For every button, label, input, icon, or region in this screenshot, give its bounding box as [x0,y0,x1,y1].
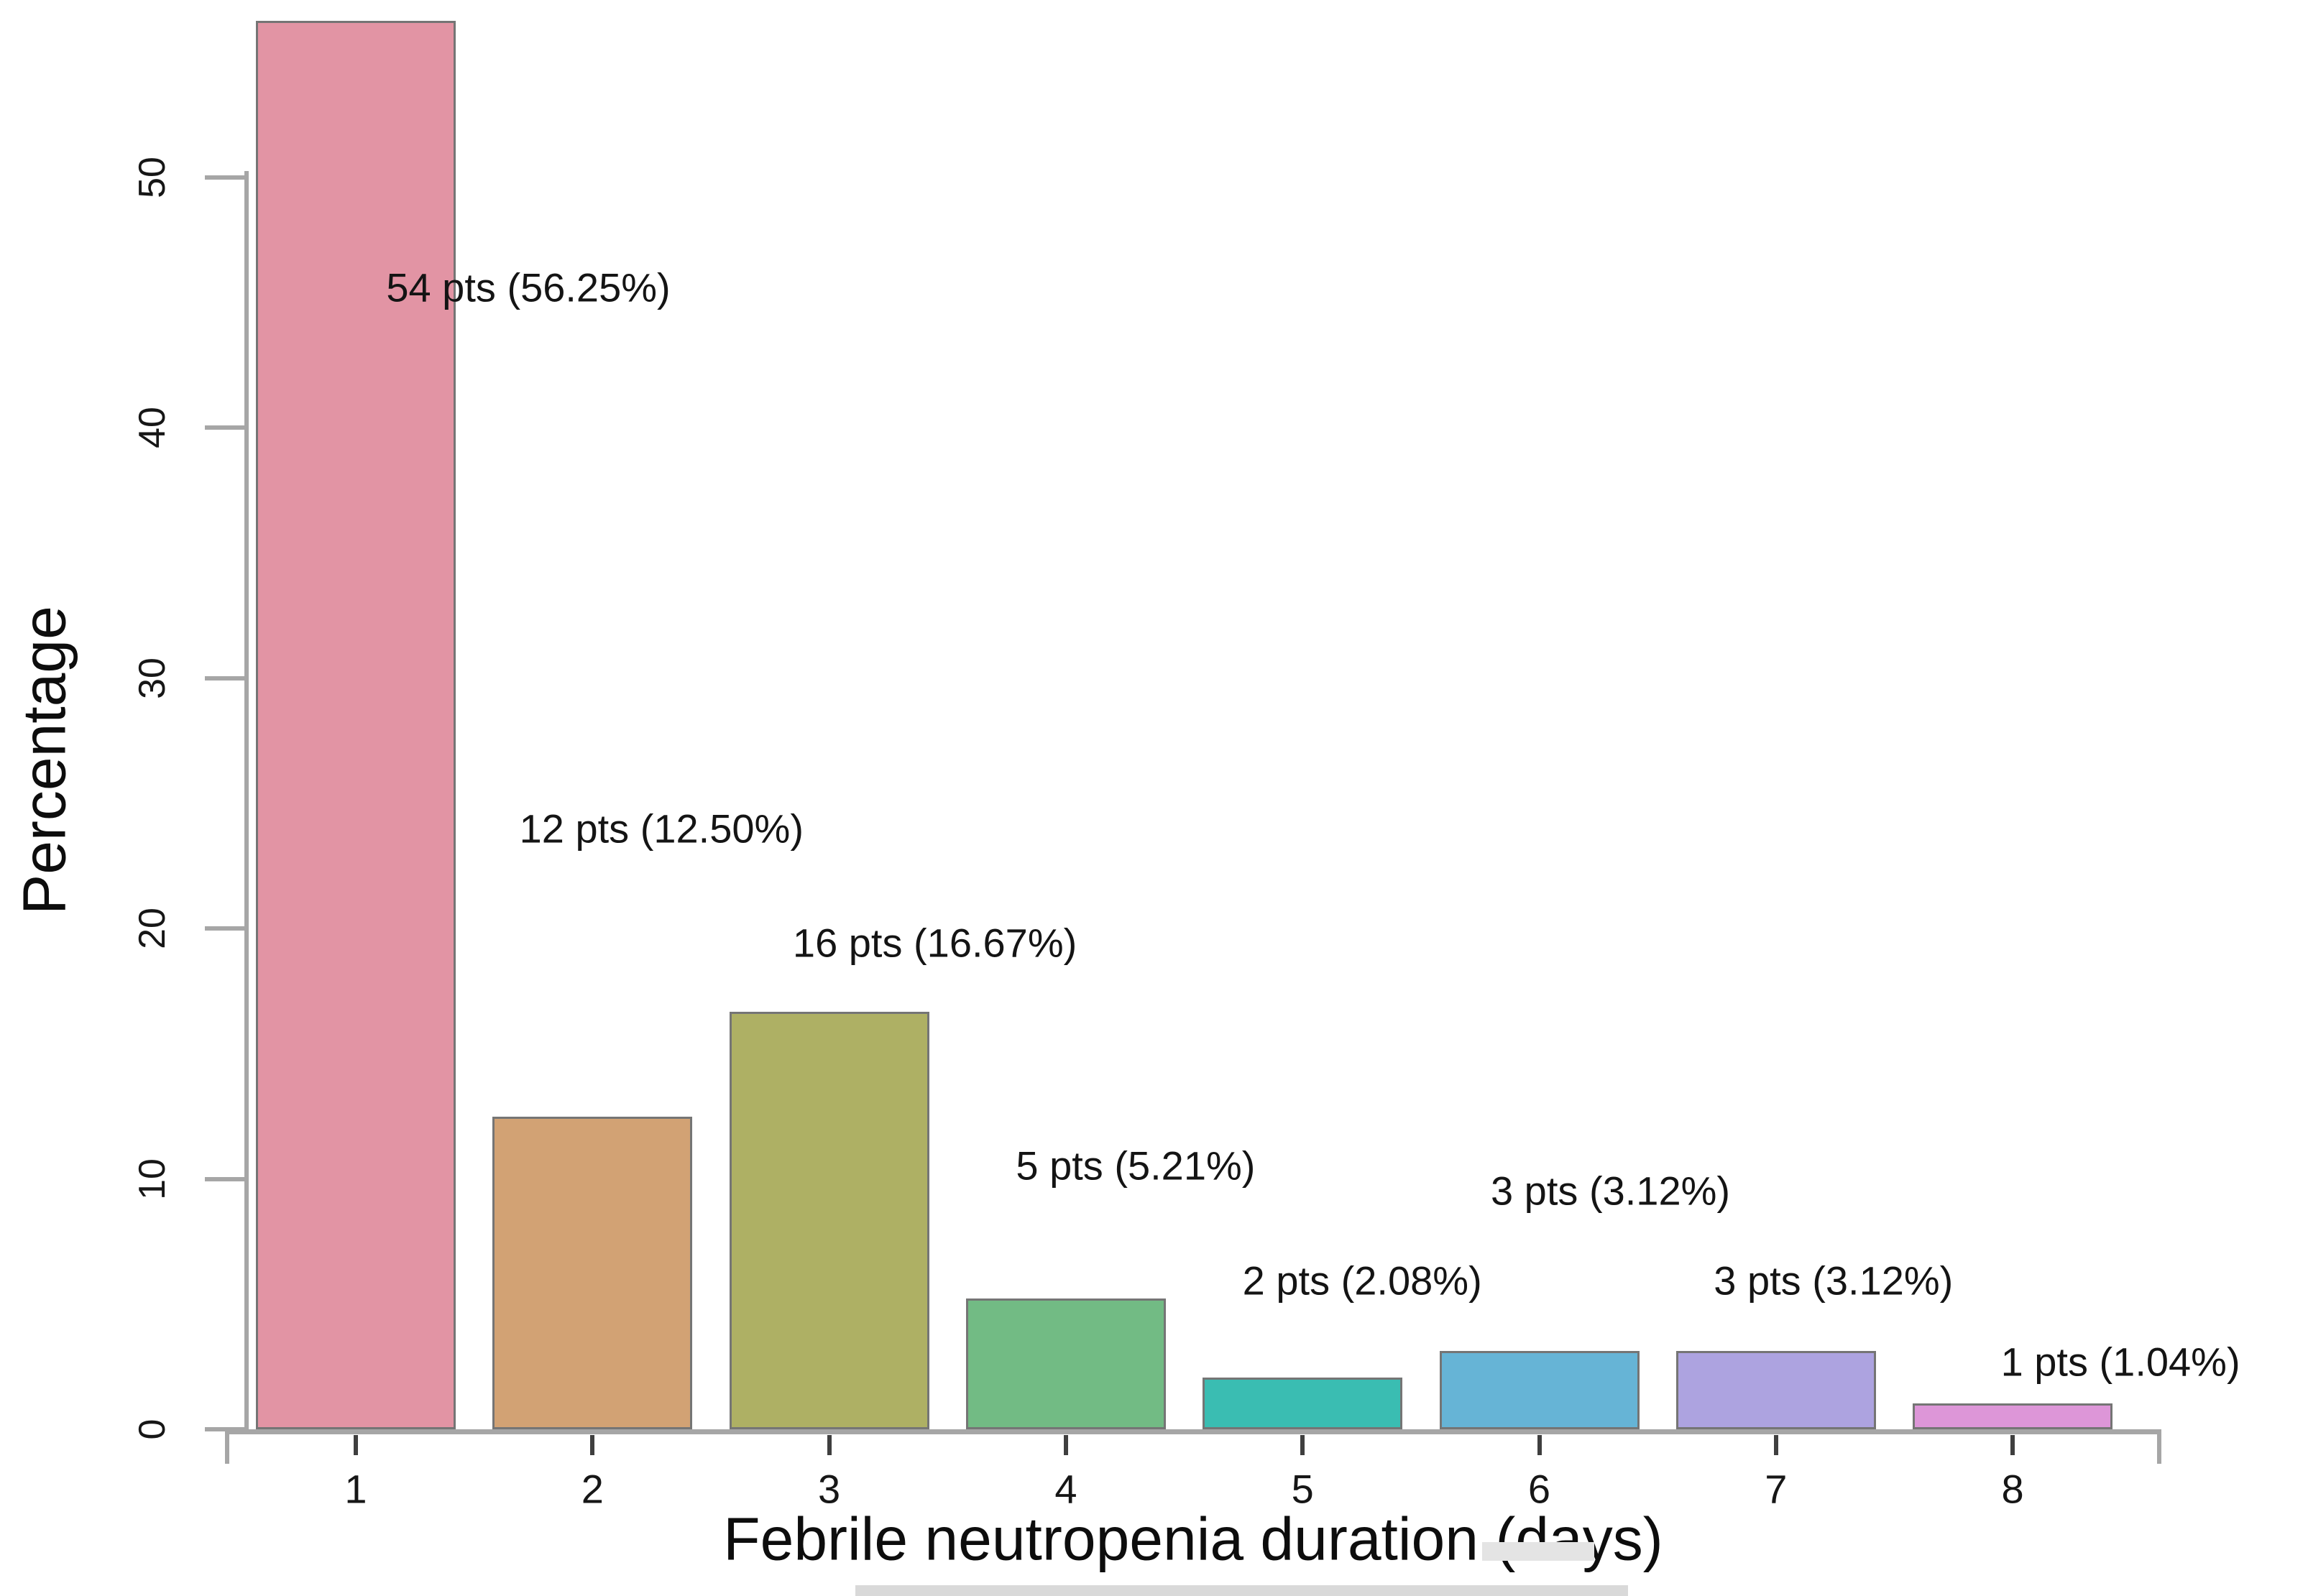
gray-artifact-strip [855,1585,1628,1596]
x-tick-mark [1063,1435,1068,1455]
bar-day-4 [965,1299,1166,1429]
gray-artifact-box [1482,1542,1594,1561]
x-tick-mark [2010,1435,2015,1455]
x-tick-label: 3 [818,1466,841,1512]
y-tick-label: 50 [132,157,173,198]
y-tick-mark [205,675,247,681]
bar-day-6 [1439,1351,1640,1429]
x-axis-title: Febrile neutropenia duration (days) [723,1505,1663,1573]
x-axis-right-endcap [2157,1429,2161,1464]
x-tick-mark [1300,1435,1305,1455]
x-tick-mark [354,1435,358,1455]
y-tick-mark [205,1176,247,1181]
bar-day-1 [256,21,456,1429]
bar-value-label: 3 pts (3.12%) [1714,1258,1954,1304]
x-tick-label: 5 [1291,1466,1314,1512]
x-tick-mark [1537,1435,1542,1455]
bar-day-7 [1675,1351,1876,1429]
bar-value-label: 12 pts (12.50%) [519,806,804,851]
x-axis-left-endcap [225,1429,229,1464]
y-axis-title: Percentage [10,606,78,915]
x-tick-label: 7 [1765,1466,1788,1512]
bar-value-label: 2 pts (2.08%) [1242,1258,1482,1304]
x-axis-line [225,1429,2161,1434]
bar-value-label: 16 pts (16.67%) [792,920,1077,966]
bar-day-5 [1203,1377,1403,1429]
y-tick-label: 40 [132,407,173,449]
y-axis-line [244,171,249,1434]
bar-day-8 [1913,1403,2113,1429]
y-tick-mark [205,175,247,180]
y-tick-mark [205,425,247,430]
x-tick-mark [590,1435,595,1455]
x-tick-label: 8 [2001,1466,2024,1512]
x-tick-mark [827,1435,832,1455]
x-tick-label: 6 [1527,1466,1551,1512]
y-tick-mark [205,926,247,931]
y-tick-label: 20 [132,908,173,950]
x-tick-label: 2 [581,1466,604,1512]
y-tick-label: 0 [132,1419,173,1440]
y-tick-label: 10 [132,1158,173,1200]
bar-value-label: 3 pts (3.12%) [1490,1168,1731,1214]
bar-value-label: 54 pts (56.25%) [386,264,671,310]
bar-value-label: 5 pts (5.21%) [1016,1143,1256,1189]
bar-day-2 [492,1116,693,1429]
bar-value-label: 1 pts (1.04%) [2000,1339,2240,1385]
x-tick-mark [1773,1435,1778,1455]
bar-day-3 [729,1012,929,1429]
x-tick-label: 4 [1054,1466,1077,1512]
x-tick-label: 1 [344,1466,367,1512]
y-tick-label: 30 [132,657,173,699]
